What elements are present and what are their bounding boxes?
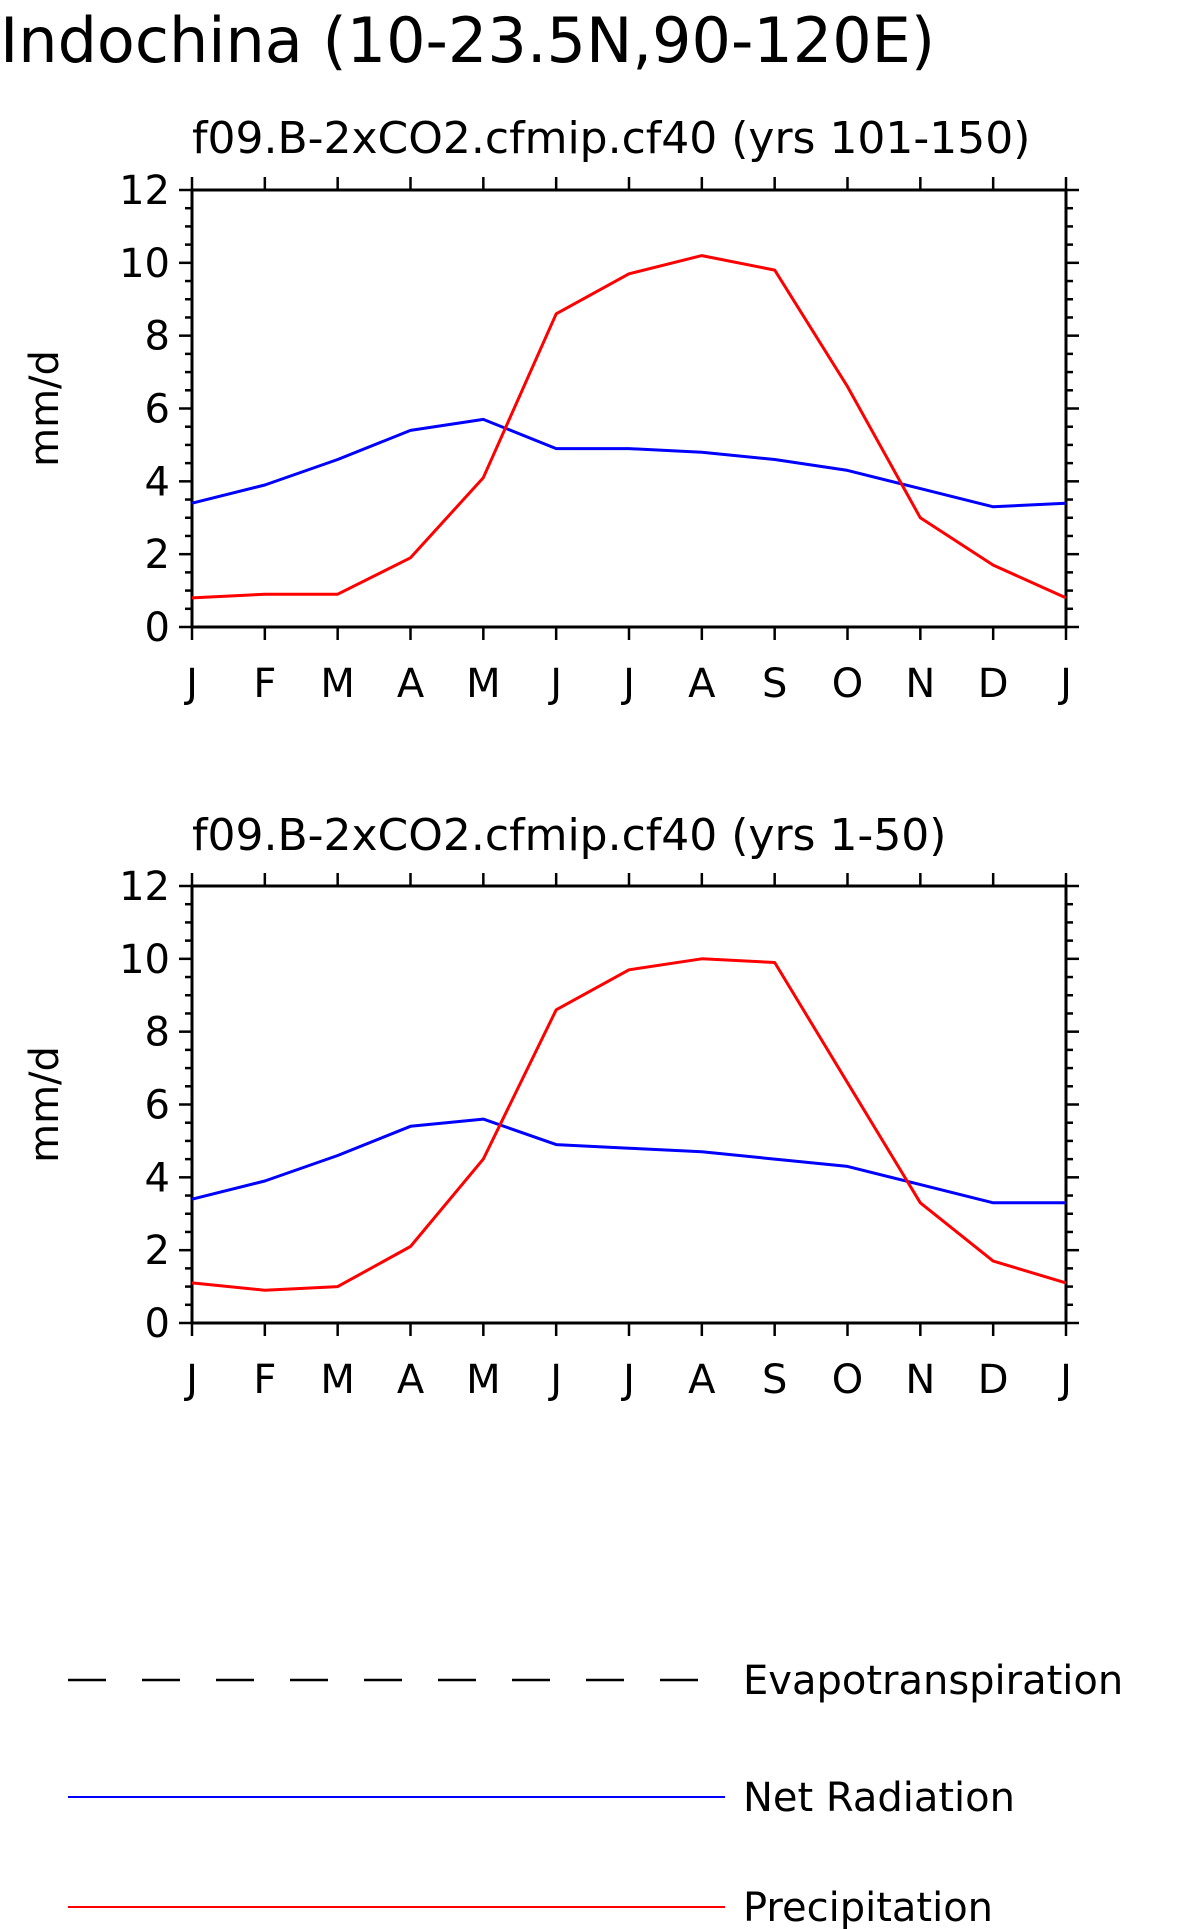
x-tick-label: M — [320, 1357, 355, 1403]
x-tick-label: A — [688, 661, 716, 707]
chart-panel-top: f09.B-2xCO2.cfmip.cf40 (yrs 101-150) 0 2 4 6… — [22, 113, 1079, 707]
figure-title: Indochina (10-23.5N,90-120E) — [0, 4, 935, 77]
x-tick-label: A — [397, 661, 425, 707]
x-tick-label: F — [253, 661, 276, 707]
x-tick-label: N — [905, 1357, 935, 1403]
y-tick-label: 10 — [119, 241, 170, 287]
y-tick-label: 8 — [145, 1010, 170, 1056]
y-tick-label: 6 — [145, 387, 170, 433]
y-axis-label: mm/d — [22, 1046, 68, 1163]
y-tick-label: 6 — [145, 1083, 170, 1129]
series-line-precipitation — [191, 957, 1067, 1292]
legend-label-net-radiation: Net Radiation — [743, 1775, 1015, 1821]
x-tick-label: J — [620, 1357, 635, 1403]
legend: Evapotranspiration Net Radiation Precipi… — [68, 1658, 1123, 1929]
y-tick-label: 2 — [145, 532, 170, 578]
series-line-precipitation — [191, 254, 1067, 600]
panel-title: f09.B-2xCO2.cfmip.cf40 (yrs 101-150) — [192, 113, 1030, 164]
x-tick-label: A — [688, 1357, 716, 1403]
plot-frame — [190, 884, 1068, 1325]
plot-frame — [190, 188, 1068, 629]
x-tick-label: J — [183, 661, 198, 707]
panel-title: f09.B-2xCO2.cfmip.cf40 (yrs 1-50) — [192, 810, 946, 861]
y-tick-label: 12 — [119, 168, 170, 214]
y-tick-label: 12 — [119, 864, 170, 910]
x-tick-label: O — [832, 661, 863, 707]
x-tick-label: D — [978, 661, 1009, 707]
x-tick-label: J — [1057, 1357, 1072, 1403]
x-tick-label: S — [762, 661, 787, 707]
y-axis-label: mm/d — [22, 350, 68, 467]
y-tick-label: 2 — [145, 1228, 170, 1274]
x-tick-label: J — [183, 1357, 198, 1403]
x-tick-label: J — [547, 1357, 562, 1403]
y-tick-label: 0 — [145, 605, 170, 651]
x-tick-label: F — [253, 1357, 276, 1403]
x-tick-label: O — [832, 1357, 863, 1403]
x-tick-label: J — [547, 661, 562, 707]
x-tick-label: M — [320, 661, 355, 707]
y-tick-label: 4 — [145, 1155, 170, 1201]
legend-label-evapotranspiration: Evapotranspiration — [743, 1658, 1123, 1704]
y-tick-label: 4 — [145, 459, 170, 505]
chart-panel-bottom: f09.B-2xCO2.cfmip.cf40 (yrs 1-50) 0 2 4 6 8 10… — [22, 810, 1079, 1403]
x-tick-label: D — [978, 1357, 1009, 1403]
legend-label-precipitation: Precipitation — [743, 1885, 993, 1929]
x-tick-label: M — [466, 661, 501, 707]
y-tick-label: 0 — [145, 1301, 170, 1347]
y-tick-label: 8 — [145, 314, 170, 360]
x-tick-label: J — [1057, 661, 1072, 707]
x-tick-label: A — [397, 1357, 425, 1403]
y-tick-label: 10 — [119, 937, 170, 983]
series-line-net-radiation — [191, 1117, 1066, 1205]
x-tick-label: M — [466, 1357, 501, 1403]
x-tick-label: N — [905, 661, 935, 707]
x-tick-label: J — [620, 661, 635, 707]
x-tick-label: S — [762, 1357, 787, 1403]
series-line-net-radiation — [191, 417, 1067, 509]
